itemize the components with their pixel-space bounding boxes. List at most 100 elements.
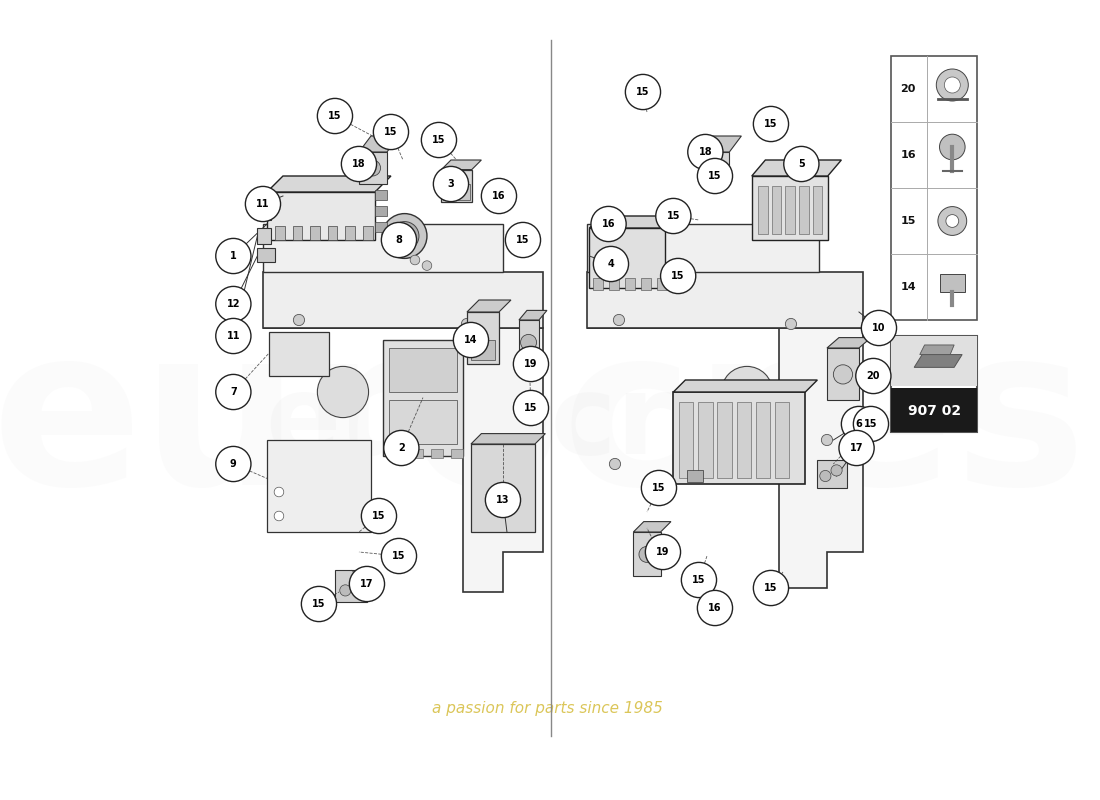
Text: 20: 20 xyxy=(901,84,916,94)
Circle shape xyxy=(382,222,417,258)
Circle shape xyxy=(461,318,473,330)
Text: 15: 15 xyxy=(525,403,538,413)
Circle shape xyxy=(216,286,251,322)
Polygon shape xyxy=(698,136,741,152)
Circle shape xyxy=(754,570,789,606)
Polygon shape xyxy=(920,345,954,354)
FancyBboxPatch shape xyxy=(431,449,443,458)
Polygon shape xyxy=(263,224,503,272)
Circle shape xyxy=(340,585,351,596)
Circle shape xyxy=(944,77,960,93)
Circle shape xyxy=(946,214,959,227)
Circle shape xyxy=(274,511,284,521)
Circle shape xyxy=(410,255,420,265)
Circle shape xyxy=(350,566,385,602)
Circle shape xyxy=(861,310,896,346)
Circle shape xyxy=(656,198,691,234)
FancyBboxPatch shape xyxy=(772,186,781,234)
Circle shape xyxy=(706,160,723,176)
FancyBboxPatch shape xyxy=(698,402,713,478)
Text: 7: 7 xyxy=(230,387,236,397)
Circle shape xyxy=(661,258,696,294)
Circle shape xyxy=(646,534,681,570)
Circle shape xyxy=(505,222,540,258)
Text: 16: 16 xyxy=(492,191,506,201)
Polygon shape xyxy=(634,522,671,532)
Circle shape xyxy=(626,74,661,110)
Text: eurocres: eurocres xyxy=(265,370,813,478)
FancyBboxPatch shape xyxy=(658,278,667,290)
Circle shape xyxy=(936,69,968,101)
Circle shape xyxy=(216,446,251,482)
FancyBboxPatch shape xyxy=(310,226,320,240)
Circle shape xyxy=(784,146,820,182)
FancyBboxPatch shape xyxy=(345,226,355,240)
Circle shape xyxy=(697,158,733,194)
Circle shape xyxy=(390,222,419,250)
Text: 15: 15 xyxy=(328,111,342,121)
Text: 16: 16 xyxy=(708,603,722,613)
Circle shape xyxy=(216,374,251,410)
Polygon shape xyxy=(590,216,678,228)
Text: 15: 15 xyxy=(384,127,398,137)
FancyBboxPatch shape xyxy=(375,190,387,200)
Text: 14: 14 xyxy=(901,282,916,292)
Text: 9: 9 xyxy=(230,459,236,469)
Polygon shape xyxy=(827,348,859,400)
FancyBboxPatch shape xyxy=(293,226,303,240)
Text: 19: 19 xyxy=(657,547,670,557)
Circle shape xyxy=(318,98,353,134)
Text: 4: 4 xyxy=(607,259,614,269)
Circle shape xyxy=(939,134,965,160)
Circle shape xyxy=(681,562,716,598)
FancyBboxPatch shape xyxy=(891,336,978,386)
Polygon shape xyxy=(634,532,661,576)
Circle shape xyxy=(318,366,368,418)
FancyBboxPatch shape xyxy=(891,56,978,320)
Polygon shape xyxy=(257,228,271,244)
Circle shape xyxy=(373,114,408,150)
FancyBboxPatch shape xyxy=(717,402,732,478)
Text: 14: 14 xyxy=(464,335,477,345)
Circle shape xyxy=(362,498,397,534)
Polygon shape xyxy=(471,340,495,360)
Text: 15: 15 xyxy=(901,216,916,226)
Polygon shape xyxy=(267,176,390,192)
Polygon shape xyxy=(468,312,499,364)
Text: 3: 3 xyxy=(448,179,454,189)
FancyBboxPatch shape xyxy=(688,470,703,482)
Text: 15: 15 xyxy=(432,135,446,145)
Polygon shape xyxy=(359,136,399,152)
Circle shape xyxy=(856,358,891,394)
FancyBboxPatch shape xyxy=(267,440,371,532)
FancyBboxPatch shape xyxy=(375,206,387,216)
Circle shape xyxy=(301,586,337,622)
Text: 15: 15 xyxy=(708,171,722,181)
Text: 15: 15 xyxy=(516,235,530,245)
Circle shape xyxy=(514,390,549,426)
Polygon shape xyxy=(441,160,482,170)
Polygon shape xyxy=(257,204,271,220)
Circle shape xyxy=(938,206,967,235)
Text: 15: 15 xyxy=(393,551,406,561)
FancyBboxPatch shape xyxy=(275,226,285,240)
Circle shape xyxy=(294,314,305,326)
Circle shape xyxy=(697,590,733,626)
Circle shape xyxy=(842,406,877,442)
Polygon shape xyxy=(587,272,864,328)
Text: 18: 18 xyxy=(698,147,712,157)
Circle shape xyxy=(384,430,419,466)
Circle shape xyxy=(839,430,875,466)
Circle shape xyxy=(609,458,620,470)
FancyBboxPatch shape xyxy=(673,392,805,484)
FancyBboxPatch shape xyxy=(609,278,619,290)
FancyBboxPatch shape xyxy=(593,278,603,290)
Text: 10: 10 xyxy=(872,323,886,333)
Circle shape xyxy=(274,487,284,497)
FancyBboxPatch shape xyxy=(375,222,387,232)
FancyBboxPatch shape xyxy=(390,449,403,458)
Text: 6: 6 xyxy=(856,419,862,429)
FancyBboxPatch shape xyxy=(626,278,635,290)
Circle shape xyxy=(216,318,251,354)
Circle shape xyxy=(482,178,517,214)
